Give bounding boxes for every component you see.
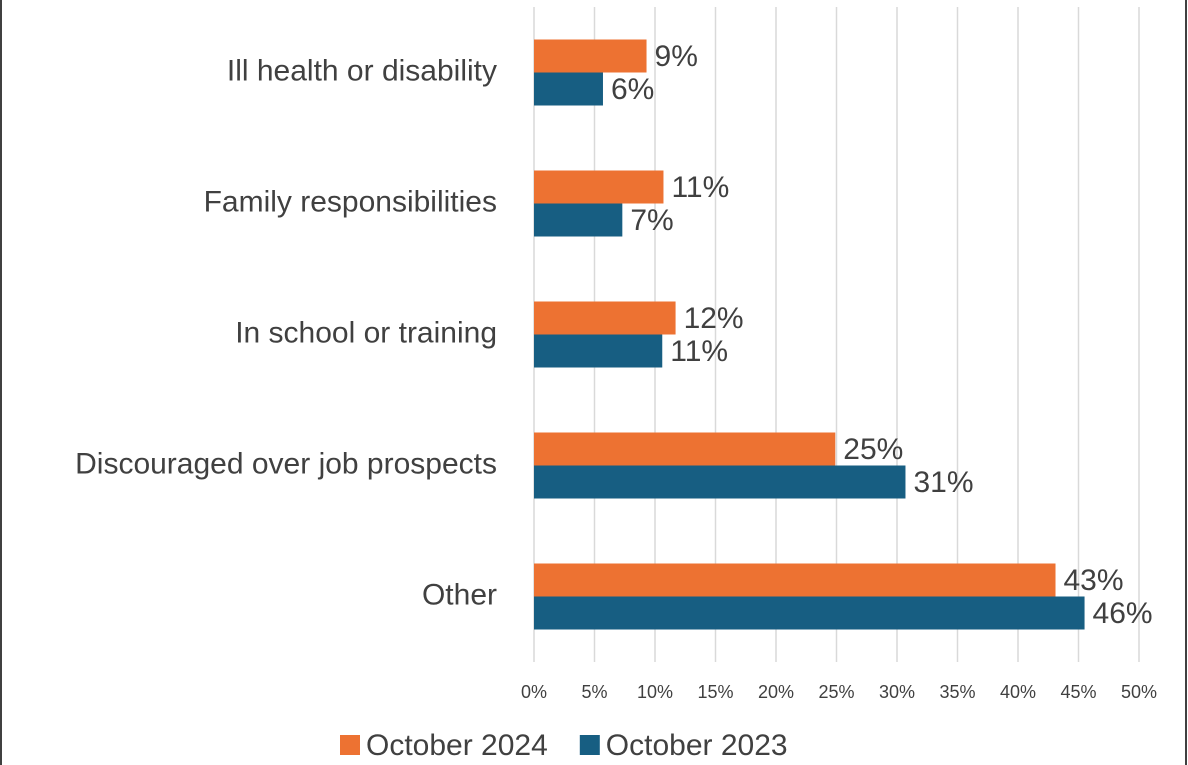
category-label: Other <box>422 578 497 611</box>
x-tick-label: 5% <box>581 682 607 702</box>
legend-label: October 2023 <box>606 729 788 762</box>
x-tick-label: 45% <box>1060 682 1096 702</box>
x-tick-label: 15% <box>697 682 733 702</box>
category-label: In school or training <box>235 316 497 349</box>
bar <box>534 465 906 499</box>
bar <box>534 563 1056 597</box>
x-tick-label: 25% <box>818 682 854 702</box>
data-label: 43% <box>1064 564 1124 597</box>
data-label: 12% <box>684 302 744 335</box>
bar <box>534 203 623 237</box>
data-label: 11% <box>671 171 729 204</box>
bar <box>534 72 603 106</box>
bar <box>534 334 663 368</box>
data-label: 7% <box>630 204 673 237</box>
data-label: 31% <box>913 466 973 499</box>
legend-label: October 2024 <box>366 729 548 762</box>
x-tick-label: 20% <box>758 682 794 702</box>
x-tick-label: 35% <box>939 682 975 702</box>
legend-swatch <box>340 735 360 755</box>
data-label: 25% <box>843 433 903 466</box>
data-label: 6% <box>611 73 654 106</box>
bar <box>534 170 664 204</box>
x-tick-label: 0% <box>521 682 547 702</box>
data-label: 9% <box>655 40 698 73</box>
category-label: Family responsibilities <box>204 185 497 218</box>
x-tick-label: 40% <box>1000 682 1036 702</box>
bar <box>534 39 647 73</box>
bar <box>534 301 676 335</box>
x-tick-label: 30% <box>879 682 915 702</box>
data-label: 46% <box>1093 597 1153 630</box>
data-label: 11% <box>670 335 728 368</box>
category-label: Discouraged over job prospects <box>75 447 497 480</box>
x-tick-label: 10% <box>637 682 673 702</box>
x-tick-label: 50% <box>1121 682 1157 702</box>
bar <box>534 432 836 466</box>
bar <box>534 596 1085 630</box>
legend-swatch <box>579 735 600 755</box>
category-label: Ill health or disability <box>227 54 497 87</box>
